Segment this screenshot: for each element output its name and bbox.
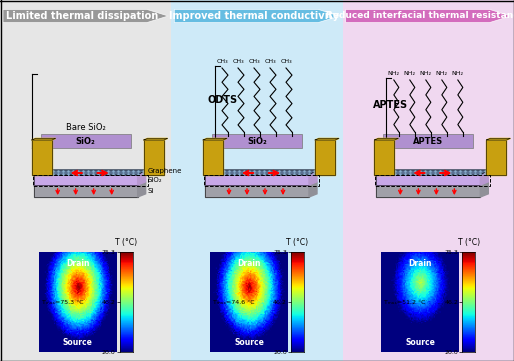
Polygon shape [481,182,488,197]
Polygon shape [205,185,309,197]
Polygon shape [374,140,394,175]
Text: T (°C): T (°C) [458,238,480,247]
Polygon shape [486,138,510,140]
Text: Graphene: Graphene [148,169,182,174]
Polygon shape [138,182,145,197]
Polygon shape [33,185,138,197]
Polygon shape [309,182,317,197]
Text: CH₃: CH₃ [248,59,260,64]
Text: Source: Source [234,338,264,347]
Bar [375,174,490,186]
Text: Drain: Drain [237,259,261,268]
Polygon shape [376,182,488,185]
Polygon shape [481,172,488,185]
Polygon shape [205,182,317,185]
Polygon shape [205,175,309,185]
Polygon shape [346,9,511,23]
Text: Tₘₐₓ=74.6 °C: Tₘₐₓ=74.6 °C [213,300,255,304]
Polygon shape [376,185,481,197]
Polygon shape [32,138,56,140]
Text: Tₘₐₓ=51.2 °C: Tₘₐₓ=51.2 °C [384,300,426,304]
Bar [343,0,514,361]
Text: T (°C): T (°C) [286,238,308,247]
Text: Si: Si [148,188,154,194]
Polygon shape [203,138,227,140]
Polygon shape [33,170,145,175]
Bar [33,174,148,186]
Text: Bare SiO₂: Bare SiO₂ [66,123,105,132]
Bar [0,0,171,361]
Polygon shape [203,140,223,175]
Polygon shape [315,138,339,140]
Polygon shape [374,138,398,140]
Text: CH₃: CH₃ [264,59,276,64]
Bar [383,134,473,148]
Text: Drain: Drain [409,259,432,268]
Text: CH₃: CH₃ [280,59,292,64]
Polygon shape [33,172,145,175]
Text: ODTS: ODTS [207,95,237,105]
Text: Source: Source [63,338,93,347]
Text: CH₃: CH₃ [216,59,228,64]
Polygon shape [174,9,340,23]
Polygon shape [144,138,168,140]
Text: NH₂: NH₂ [420,71,432,76]
Text: APTES: APTES [413,136,444,145]
Text: Limited thermal dissipation: Limited thermal dissipation [6,11,158,21]
Text: SiO₂: SiO₂ [76,136,96,145]
Text: Reduced interfacial thermal resistance: Reduced interfacial thermal resistance [326,12,514,21]
Text: NH₂: NH₂ [404,71,416,76]
Bar [204,174,319,186]
Polygon shape [205,172,317,175]
Polygon shape [138,172,145,185]
Text: Improved thermal conductivity: Improved thermal conductivity [169,11,339,21]
Text: Tₘₐₓ=75.3 °C: Tₘₐₓ=75.3 °C [42,300,83,304]
Polygon shape [376,170,488,175]
Text: NH₂: NH₂ [452,71,464,76]
Polygon shape [205,170,317,175]
Polygon shape [144,140,163,175]
Polygon shape [33,182,145,185]
Text: CH₃: CH₃ [232,59,244,64]
Polygon shape [376,172,488,175]
Text: Source: Source [406,338,435,347]
Text: Drain: Drain [66,259,89,268]
Polygon shape [486,140,506,175]
Bar [212,134,302,148]
Text: NH₂: NH₂ [436,71,448,76]
Polygon shape [315,140,335,175]
Text: T (°C): T (°C) [115,238,137,247]
Text: SiO₂: SiO₂ [247,136,267,145]
Text: NH₂: NH₂ [388,71,400,76]
Bar [41,134,131,148]
Text: APTES: APTES [373,100,409,110]
Polygon shape [376,175,481,185]
Text: SiO₂: SiO₂ [148,177,162,183]
Polygon shape [309,172,317,185]
Bar [171,0,343,361]
Polygon shape [33,175,138,185]
Polygon shape [32,140,52,175]
Polygon shape [3,9,168,23]
